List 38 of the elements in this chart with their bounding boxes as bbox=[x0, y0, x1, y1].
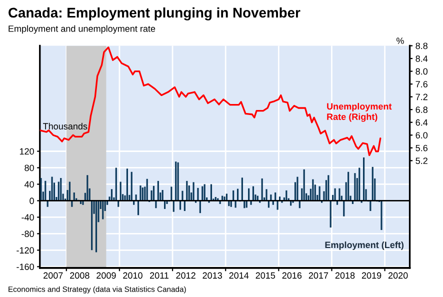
x-tick-label: 2013 bbox=[202, 272, 222, 279]
x-tick-label: 2019 bbox=[362, 272, 382, 279]
y2-tick-label: 5.2 bbox=[416, 158, 428, 164]
y-tick-label: 80 bbox=[24, 164, 34, 172]
y2-tick-label: 8.8 bbox=[416, 42, 428, 50]
y2-tick-label: 8.4 bbox=[416, 55, 428, 62]
series-label: Unemployment Rate (Right) bbox=[327, 102, 392, 122]
y2-tick-label: 6.4 bbox=[416, 119, 428, 126]
y-tick-label: -120 bbox=[16, 247, 34, 254]
y-axis-title: Thousands bbox=[43, 122, 88, 130]
series-label: Employment (Left) bbox=[325, 241, 404, 250]
x-tick-label: 2011 bbox=[150, 272, 169, 279]
chart-title: Canada: Employment plunging in November bbox=[8, 7, 300, 20]
y2-tick-label: 6.8 bbox=[416, 106, 428, 113]
y-tick-label: 0 bbox=[30, 198, 34, 204]
y2-tick-label: 7.6 bbox=[416, 81, 428, 88]
chart-subtitle: Employment and unemployment rate bbox=[8, 25, 156, 34]
y2-tick-label: 6.0 bbox=[416, 132, 428, 138]
y-tick-label: -80 bbox=[22, 230, 34, 238]
x-tick-label: 2018 bbox=[335, 272, 355, 279]
y2-axis-title: % bbox=[396, 38, 404, 44]
x-tick-label: 2010 bbox=[123, 272, 142, 279]
x-tick-label: 2009 bbox=[96, 272, 116, 279]
x-tick-label: 2014 bbox=[229, 272, 249, 279]
x-tick-label: 2016 bbox=[282, 272, 302, 279]
x-tick-label: 2008 bbox=[70, 272, 90, 279]
y-tick-label: 40 bbox=[24, 181, 34, 188]
x-tick-label: 2015 bbox=[256, 272, 276, 279]
y2-tick-label: 5.6 bbox=[416, 144, 428, 152]
x-tick-label: 2007 bbox=[44, 272, 63, 279]
y-tick-label: -160 bbox=[16, 264, 34, 270]
x-tick-label: 2017 bbox=[308, 272, 328, 279]
y-tick-label: -40 bbox=[22, 214, 34, 221]
x-tick-label: 2012 bbox=[176, 272, 196, 279]
x-tick-label: 2020 bbox=[388, 272, 408, 279]
y2-tick-label: 8.0 bbox=[416, 68, 428, 75]
y2-tick-label: 7.2 bbox=[416, 94, 428, 100]
y-tick-label: 120 bbox=[20, 148, 34, 155]
